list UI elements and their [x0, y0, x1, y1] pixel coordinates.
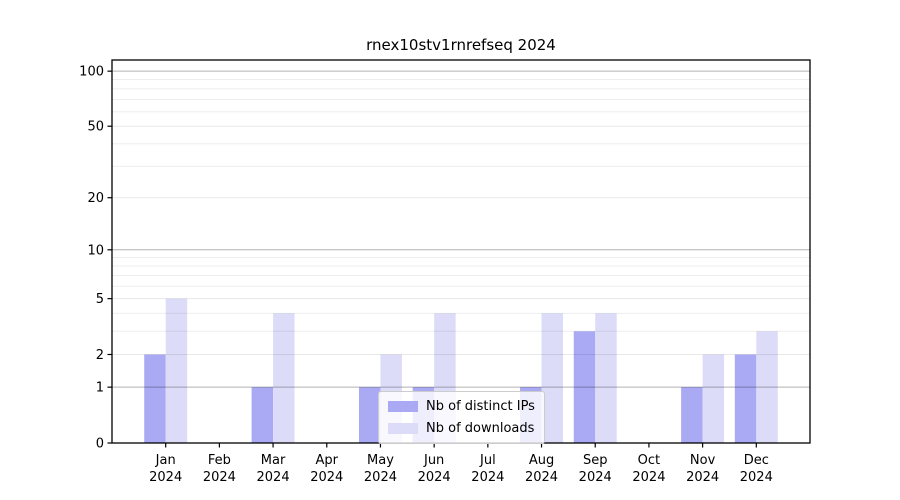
bar-distinct-ips-nov: [681, 387, 703, 443]
x-tick-label-month: Nov: [690, 453, 716, 468]
x-tick-label-year: 2024: [257, 470, 290, 485]
x-tick-label-month: Jul: [479, 453, 496, 468]
y-tick-label: 5: [96, 292, 104, 307]
chart-title: rnex10stv1rnrefseq 2024: [366, 36, 556, 54]
x-tick-label-year: 2024: [471, 470, 504, 485]
bar-downloads-dec: [756, 331, 778, 443]
bar-distinct-ips-sep: [573, 331, 596, 443]
bar-downloads-sep: [595, 313, 617, 443]
x-tick-label-year: 2024: [686, 470, 719, 485]
x-tick-label-month: Dec: [744, 453, 769, 468]
bar-distinct-ips-dec: [734, 354, 757, 443]
x-tick-label-year: 2024: [740, 470, 773, 485]
x-tick-label-month: Oct: [638, 453, 660, 468]
bar-downloads-mar: [273, 313, 295, 443]
x-tick-label-year: 2024: [203, 470, 236, 485]
y-tick-label: 50: [87, 120, 104, 135]
x-tick-label-year: 2024: [579, 470, 612, 485]
x-tick-label-year: 2024: [632, 470, 665, 485]
x-tick-label-month: Jan: [155, 453, 176, 468]
x-tick-label-month: Apr: [316, 453, 339, 468]
legend-item-downloads: Nb of downloads: [388, 419, 535, 438]
bar-distinct-ips-jan: [144, 354, 166, 443]
x-tick-label-month: Mar: [261, 453, 286, 468]
bar-downloads-nov: [702, 354, 725, 443]
bar-distinct-ips-may: [358, 387, 381, 443]
x-tick-label-year: 2024: [149, 470, 182, 485]
legend-label-distinct-ips: Nb of distinct IPs: [426, 399, 535, 414]
x-tick-label-month: Sep: [583, 453, 608, 468]
x-tick-label-year: 2024: [525, 470, 558, 485]
y-tick-label: 10: [87, 243, 104, 258]
bar-distinct-ips-mar: [251, 387, 274, 443]
y-tick-label: 100: [79, 65, 104, 80]
y-tick-label: 0: [96, 437, 104, 452]
x-tick-label-year: 2024: [418, 470, 451, 485]
y-tick-label: 2: [96, 348, 104, 363]
x-tick-label-month: Jun: [423, 453, 444, 468]
x-tick-label-month: Aug: [529, 453, 554, 468]
legend-swatch-downloads-icon: [388, 423, 418, 434]
legend-swatch-distinct-ips-icon: [388, 401, 418, 412]
x-tick-label-month: May: [367, 453, 394, 468]
legend: Nb of distinct IPs Nb of downloads: [378, 391, 545, 444]
bar-downloads-jan: [165, 298, 188, 443]
x-tick-label-month: Feb: [208, 453, 231, 468]
legend-label-downloads: Nb of downloads: [426, 421, 535, 436]
x-tick-label-year: 2024: [310, 470, 343, 485]
legend-item-distinct-ips: Nb of distinct IPs: [388, 397, 535, 416]
y-tick-label: 20: [87, 191, 104, 206]
x-tick-label-year: 2024: [364, 470, 397, 485]
y-tick-label: 1: [96, 381, 104, 396]
bar-downloads-aug: [541, 313, 564, 443]
